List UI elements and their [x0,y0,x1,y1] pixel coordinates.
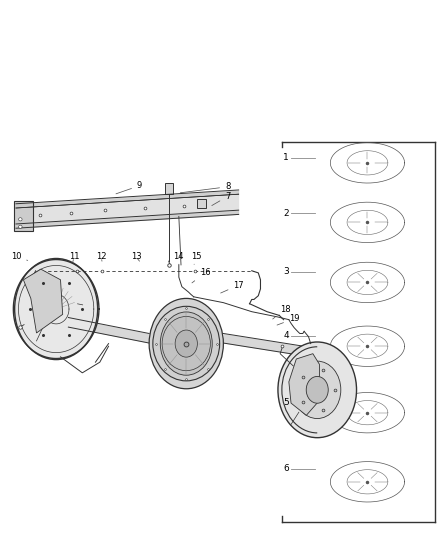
Text: 15: 15 [191,253,201,264]
Text: 5: 5 [283,398,289,407]
Circle shape [278,342,357,438]
Text: 1: 1 [283,153,289,162]
Text: 14: 14 [173,253,184,264]
Ellipse shape [18,217,22,221]
Text: 17: 17 [221,280,244,293]
Text: 4: 4 [283,331,289,340]
Polygon shape [14,201,32,231]
Text: 2: 2 [283,209,289,218]
Text: 8: 8 [180,182,230,193]
Polygon shape [23,269,63,333]
Circle shape [175,330,198,357]
Circle shape [149,298,223,389]
Circle shape [160,312,212,375]
Bar [197,199,206,208]
Text: 10: 10 [11,253,28,261]
Polygon shape [289,354,319,415]
Text: 7: 7 [212,192,230,206]
Circle shape [14,259,98,360]
Text: 6: 6 [283,464,289,473]
Text: 9: 9 [116,181,142,194]
Text: 11: 11 [69,253,79,262]
Ellipse shape [153,306,219,381]
Text: 12: 12 [96,253,106,261]
Ellipse shape [162,317,210,370]
Text: 18: 18 [273,304,291,319]
Bar [165,183,173,194]
Circle shape [306,376,328,403]
Text: 3: 3 [283,268,289,276]
Text: 16: 16 [192,269,210,283]
Circle shape [293,361,341,418]
Ellipse shape [18,225,22,228]
Text: 19: 19 [277,314,299,325]
Text: 13: 13 [131,253,141,261]
